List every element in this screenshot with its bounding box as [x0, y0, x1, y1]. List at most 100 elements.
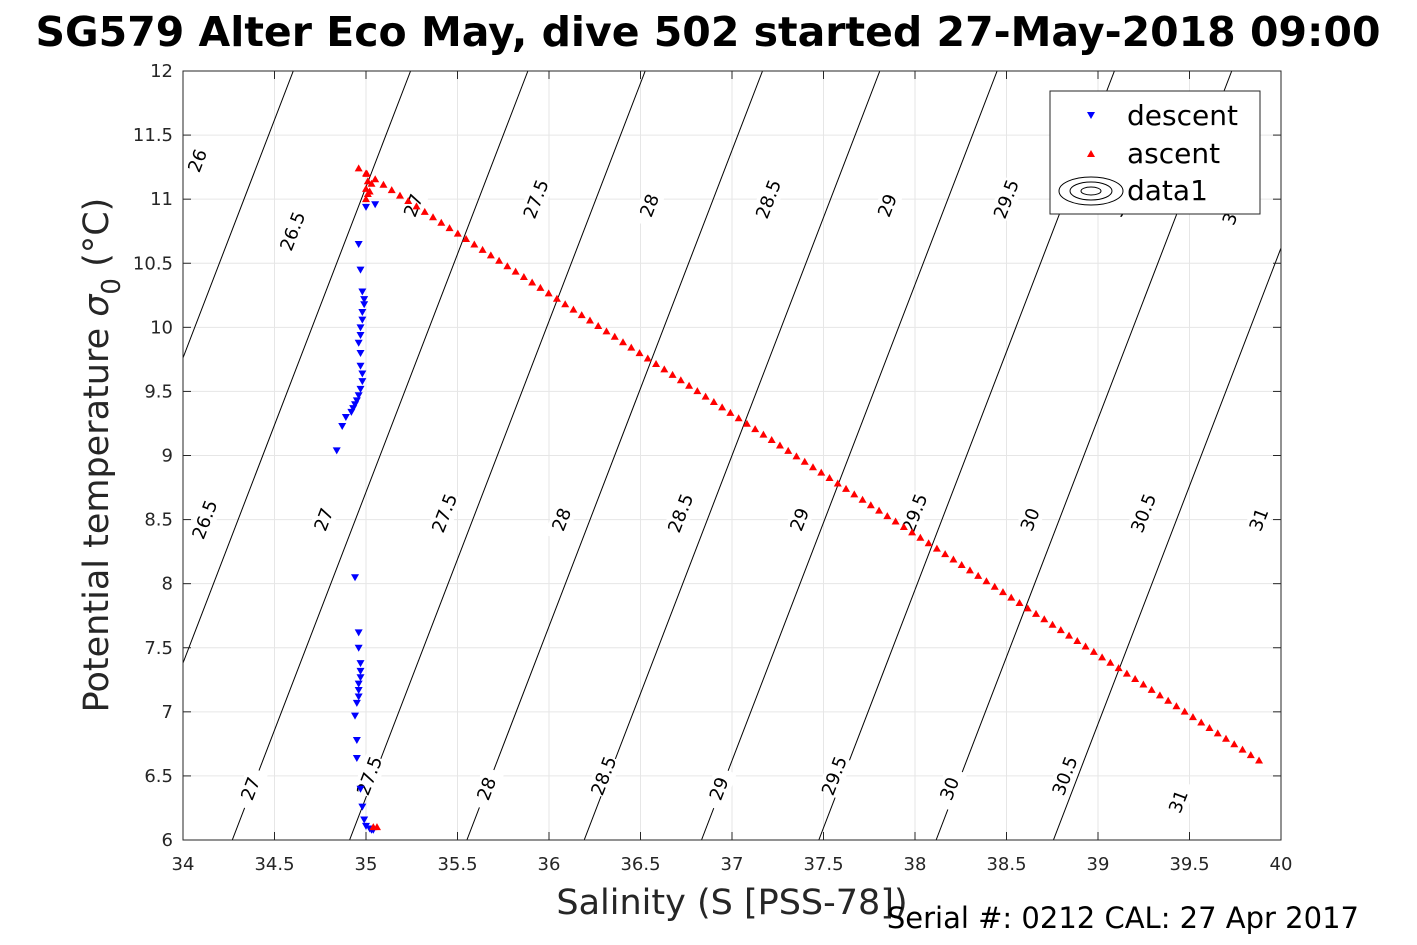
ascent-point: [643, 354, 652, 362]
ascent-point: [379, 180, 388, 188]
descent-point: [352, 737, 361, 745]
ascent-point: [354, 164, 363, 172]
y-axis-label-main: Potential temperature: [77, 317, 117, 713]
ascent-point: [1255, 756, 1264, 764]
legend-data1-label: data1: [1127, 174, 1208, 207]
contour-label-bg: [897, 490, 933, 536]
descent-point: [354, 241, 363, 249]
ascent-point: [817, 468, 826, 476]
descent-point: [332, 447, 341, 455]
ascent-point: [1098, 653, 1107, 661]
ascent-point: [437, 218, 446, 226]
descent-point: [358, 803, 367, 811]
ascent-point: [367, 179, 376, 187]
ascent-point: [1081, 642, 1090, 650]
y-tick-label: 12: [150, 61, 173, 82]
ascent-point: [908, 528, 917, 536]
contour-label-bg: [1161, 778, 1196, 825]
descent-point: [354, 693, 363, 701]
contour-label-bg: [586, 753, 622, 799]
y-axis-ticks: 6 6.5 7 7.5 8 8.5 9 9.5 10 10.5 11 11.5 12: [133, 61, 1281, 851]
ascent-point: [511, 267, 520, 275]
ascent-point: [552, 294, 561, 302]
y-tick-label: 6: [162, 830, 173, 851]
ascent-point: [949, 555, 958, 563]
ascent-point: [899, 522, 908, 530]
ascent-point: [875, 506, 884, 514]
ascent-point: [1213, 729, 1222, 737]
ascent-point: [1056, 626, 1065, 634]
ascent-point: [486, 251, 495, 259]
x-tick-label: 38.5: [986, 854, 1026, 875]
ascent-point: [767, 436, 776, 444]
ascent-point: [1221, 734, 1230, 742]
descent-point: [360, 296, 369, 304]
density-contour: [466, 71, 763, 840]
ascent-point: [726, 408, 735, 416]
x-tick-label: 40: [1270, 854, 1293, 875]
density-contours: [183, 71, 1281, 840]
x-tick-label: 37.5: [803, 854, 843, 875]
contour-label-bg: [427, 490, 463, 536]
descent-point: [360, 816, 369, 824]
x-tick-label: 34.5: [254, 854, 294, 875]
density-contour-labels: 2626.52727.52828.52929.53030.526.52727.5…: [180, 138, 1277, 825]
x-tick-label: 38: [904, 854, 927, 875]
ascent-point: [742, 419, 751, 427]
ascent-point: [610, 332, 619, 340]
contour-label-bg: [469, 766, 505, 812]
descent-point: [341, 414, 350, 422]
ascent-point: [974, 571, 983, 579]
ascent-point: [519, 273, 528, 281]
descent-point: [362, 822, 370, 830]
ascent-point: [850, 490, 859, 498]
ascent-point: [619, 338, 628, 346]
contour-label-bg: [544, 496, 580, 543]
y-axis-label: Potential temperature σ0 (°C): [77, 198, 127, 713]
ascent-point: [998, 588, 1007, 596]
ascent-point: [503, 262, 512, 270]
ascent-point: [387, 186, 396, 194]
ascent-point: [709, 397, 718, 405]
density-contour: [183, 71, 294, 360]
x-tick-label: 39.5: [1169, 854, 1209, 875]
contour-label-bg: [817, 753, 852, 799]
ascent-point: [685, 381, 694, 389]
serial-cal-footer: Serial #: 0212 CAL: 27 Apr 2017: [887, 901, 1359, 935]
ascent-point: [594, 321, 603, 329]
x-axis-ticks: 34 34.5 35 35.5 36 36.5 37 37.5 38 38.5 39 39.5 40: [172, 71, 1293, 875]
legend-descent-label: descent: [1127, 99, 1238, 132]
ascent-point: [842, 484, 851, 492]
ascent-point: [371, 175, 380, 183]
ascent-point: [528, 278, 537, 286]
ascent-point: [833, 479, 842, 487]
descent-point: [356, 785, 365, 793]
ascent-point: [693, 387, 702, 395]
ascent-point: [775, 441, 784, 449]
contour-label-bg: [932, 766, 968, 812]
density-contour: [183, 71, 412, 665]
ascent-point: [891, 517, 900, 525]
ascent-point: [965, 566, 974, 574]
legend-box: [1049, 90, 1261, 215]
chart-title: SG579 Alter Eco May, dive 502 started 27…: [36, 8, 1381, 56]
contour-label-bg: [275, 208, 311, 254]
ascent-point: [495, 256, 504, 264]
descent-point: [356, 667, 365, 675]
descent-point: [351, 574, 360, 582]
descent-point: [356, 362, 365, 370]
ascent-point: [759, 430, 768, 438]
y-tick-label: 9: [162, 446, 173, 467]
ascent-point: [561, 300, 570, 308]
descent-point: [362, 203, 370, 211]
ascent-point: [536, 283, 545, 291]
ascent-point: [1023, 604, 1032, 612]
contour-label-bg: [306, 496, 342, 543]
ascent-point: [585, 316, 594, 324]
contour-label-bg: [1047, 753, 1083, 799]
y-tick-label: 6.5: [144, 766, 173, 787]
descent-point: [358, 370, 367, 378]
descent-point: [354, 687, 363, 695]
descent-point: [356, 332, 365, 340]
descent-point: [352, 699, 361, 707]
